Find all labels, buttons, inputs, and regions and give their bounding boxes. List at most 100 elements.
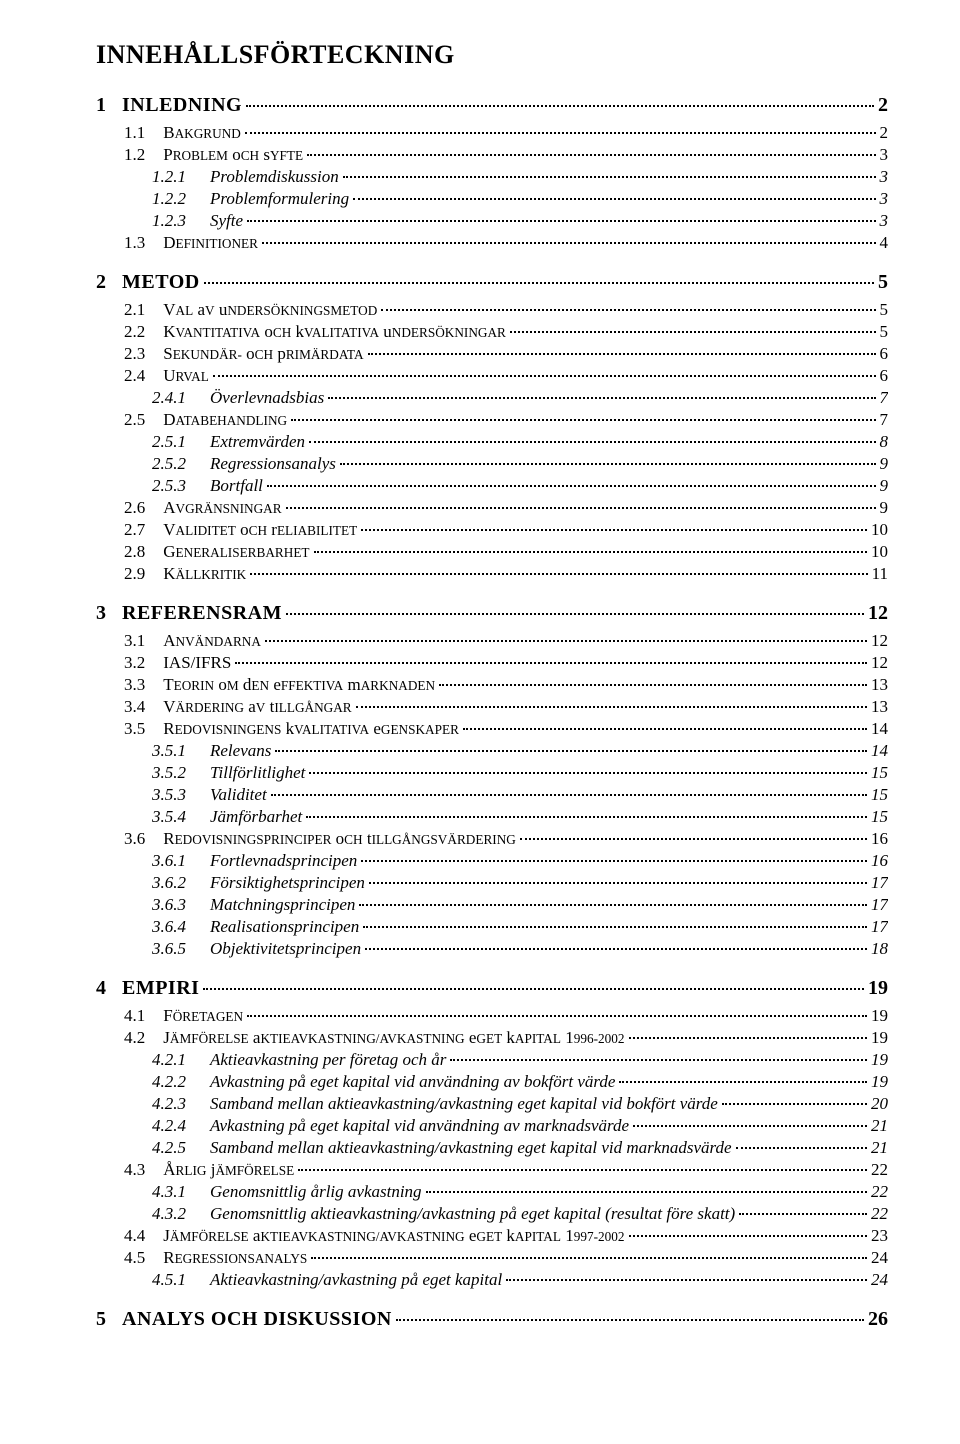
toc-entry-text: Realisationsprincipen	[210, 917, 359, 936]
toc-entry-number: 2	[96, 271, 106, 293]
toc-entry-text: DATABEHANDLING	[163, 410, 287, 429]
toc-leader	[309, 441, 875, 443]
toc-entry: 2METOD5	[96, 271, 888, 294]
toc-entry-label: 3.5.3Validitet	[152, 785, 267, 805]
toc-entry-label: 4.2.2Avkastning på eget kapital vid anvä…	[152, 1072, 615, 1092]
toc-entry-number: 4	[96, 977, 106, 999]
toc-entry-label: 3.6.2Försiktighetsprincipen	[152, 873, 365, 893]
toc-entry: 2.7VALIDITET oCH rELIABILITET10	[124, 520, 888, 540]
toc-leader	[363, 926, 867, 928]
toc-entry-number: 3.6.2	[152, 873, 186, 892]
toc-entry-text: URVAL	[163, 366, 209, 385]
toc-leader	[247, 220, 875, 222]
toc-leader	[368, 353, 876, 355]
toc-entry-label: 2.8GENERALISERBARHET	[124, 542, 310, 562]
toc-leader	[309, 772, 867, 774]
toc-entry-number: 2.5	[124, 410, 145, 429]
toc-entry-number: 4.2	[124, 1028, 145, 1047]
toc-entry: 3.6 REDOVISNINGSPRINCIPER oCH tILLGÅNGSVÄ…	[124, 829, 888, 849]
toc-entry-text: INLEDNING	[122, 94, 242, 116]
toc-entry-text: Överlevnadsbias	[210, 388, 324, 407]
toc-entry-number: 1.1	[124, 123, 145, 142]
toc-entry: 2.8GENERALISERBARHET 10	[124, 542, 888, 562]
toc-entry: 3.5.1Relevans14	[152, 741, 888, 761]
toc-entry-text: Regressionsanalys	[210, 454, 336, 473]
toc-entry-label: 3.6.5Objektivitetsprincipen	[152, 939, 361, 959]
toc-entry-text: Jämförbarhet	[210, 807, 302, 826]
toc-entry-page: 17	[871, 873, 888, 893]
toc-entry-label: 3.2IAS/IFRS	[124, 653, 231, 673]
toc-entry-text: REDOVISNINGSPRINCIPER oCH tILLGÅNGSVÄRDE…	[163, 829, 516, 848]
toc-entry-number: 1	[96, 94, 106, 116]
toc-entry-text: Syfte	[210, 211, 243, 230]
toc-entry-number: 2.6	[124, 498, 145, 517]
toc-entry: 3.5.3Validitet15	[152, 785, 888, 805]
toc-entry-label: 2.4.1Överlevnadsbias	[152, 388, 324, 408]
toc-entry: 2.4 URVAL 6	[124, 366, 888, 386]
toc-entry-page: 6	[880, 344, 889, 364]
toc-leader	[450, 1059, 867, 1061]
toc-entry-label: 1.2PROBLEM oCH sYFTE	[124, 145, 303, 165]
toc-entry-number: 1.2.2	[152, 189, 186, 208]
toc-entry: 2.4.1Överlevnadsbias7	[152, 388, 888, 408]
toc-entry-text: KVANTITATIVA oCH kVALITATIVA uNDERSÖKNIN…	[163, 322, 506, 341]
toc-entry-page: 9	[880, 476, 889, 496]
toc-entry-number: 3.5.1	[152, 741, 186, 760]
toc-entry-page: 21	[871, 1116, 888, 1136]
toc-entry-label: 2.4 URVAL	[124, 366, 209, 386]
toc-entry-label: 3.5.4Jämförbarhet	[152, 807, 302, 827]
toc-entry: 2.3SEKUNDÄR- oCH pRIMÄRDATA6	[124, 344, 888, 364]
toc-leader	[340, 463, 876, 465]
toc-entry-number: 4.3.2	[152, 1204, 186, 1223]
toc-title: INNEHÅLLSFÖRTECKNING	[96, 40, 888, 70]
toc-leader	[314, 551, 868, 553]
toc-entry-page: 21	[871, 1138, 888, 1158]
toc-entry-page: 6	[880, 366, 889, 386]
toc-entry-text: REFERENSRAM	[122, 602, 282, 624]
toc-entry-number: 4.5.1	[152, 1270, 186, 1289]
toc-entry-page: 7	[880, 410, 889, 430]
toc-leader	[286, 507, 876, 509]
toc-entry-number: 2.1	[124, 300, 145, 319]
toc-leader	[463, 728, 867, 730]
toc-entry: 4.3.2Genomsnittlig aktieavkastning/avkas…	[152, 1204, 888, 1224]
toc-leader	[361, 529, 867, 531]
toc-leader	[275, 750, 867, 752]
toc-entry: 2.5.1Extremvärden8	[152, 432, 888, 452]
toc-entry-text: VAL aV uNDERSÖKNINGSMETOD	[163, 300, 377, 319]
toc-entry-number: 4.2.2	[152, 1072, 186, 1091]
toc-entry: 2.5.3Bortfall9	[152, 476, 888, 496]
toc-entry-text: JÄMFÖRELSE aKTIEAVKASTNING/AVKASTNING eG…	[163, 1226, 624, 1245]
toc-entry-number: 3.6	[124, 829, 145, 848]
toc-entry-page: 19	[868, 977, 888, 1000]
toc-entry-label: 4EMPIRI	[96, 977, 199, 1000]
toc-entry: 1.1BAKGRUND2	[124, 123, 888, 143]
toc-entry-page: 15	[871, 807, 888, 827]
toc-entry-number: 3.6.5	[152, 939, 186, 958]
toc-entry-label: 3.5.1Relevans	[152, 741, 271, 761]
toc-entry-page: 26	[868, 1308, 888, 1331]
toc-entry-number: 2.4	[124, 366, 145, 385]
toc-entry-page: 12	[871, 653, 888, 673]
toc-entry-page: 2	[878, 94, 888, 117]
toc-leader	[361, 860, 867, 862]
toc-entry-number: 3.6.3	[152, 895, 186, 914]
toc-entry-number: 3.2	[124, 653, 145, 672]
toc-entry-page: 10	[871, 542, 888, 562]
toc-entry-number: 4.3	[124, 1160, 145, 1179]
toc-leader	[247, 1015, 867, 1017]
toc-entry-label: 4.2.1Aktieavkastning per företag och år	[152, 1050, 446, 1070]
toc-entry-label: 3REFERENSRAM	[96, 602, 282, 625]
toc-entry-label: 4.2.4Avkastning på eget kapital vid anvä…	[152, 1116, 629, 1136]
toc-entry: 4.2.1Aktieavkastning per företag och år1…	[152, 1050, 888, 1070]
toc-entry-page: 8	[880, 432, 889, 452]
toc-entry-label: 2.2KVANTITATIVA oCH kVALITATIVA uNDERSÖK…	[124, 322, 506, 342]
toc-entry: 3.1ANVÄNDARNA12	[124, 631, 888, 651]
toc-leader	[245, 132, 876, 134]
toc-entry-page: 5	[880, 300, 889, 320]
toc-entry-label: 4.3ÅRLIG jÄMFÖRELSE	[124, 1160, 294, 1180]
toc-entry-page: 3	[880, 145, 889, 165]
toc-leader	[267, 485, 876, 487]
toc-entry-number: 2.5.3	[152, 476, 186, 495]
toc-entry-label: 1.2.3Syfte	[152, 211, 243, 231]
